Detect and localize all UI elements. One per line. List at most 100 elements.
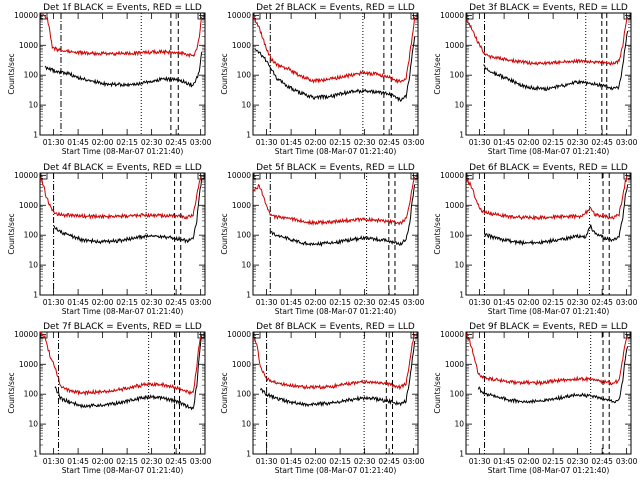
x-tick-label: 01:30 [469, 298, 491, 307]
y-tick-label: 1 [459, 450, 464, 459]
plot-frame [465, 12, 632, 136]
x-tick-label: 02:45 [378, 298, 400, 307]
chart-panel-2: Det 2f BLACK = Events, RED = LLD 1 10 100 10… [220, 3, 425, 156]
x-axis-label: Start Time (08-Mar-07 01:21:40) [62, 307, 184, 316]
events-series-line [477, 346, 629, 405]
events-series-line [484, 184, 629, 246]
x-tick-label: 02:15 [542, 138, 564, 147]
y-tick-label: 10000 [227, 11, 251, 20]
chart-panel-4: Det 4f BLACK = Events, RED = LLD 1 10 100 10… [7, 163, 212, 316]
y-tick-label: 100 [450, 390, 465, 399]
plot-frame [252, 12, 419, 136]
y-tick-label: 1 [459, 291, 464, 300]
chart-panel-7: Det 7f BLACK = Events, RED = LLD 1 10 100 10… [7, 322, 212, 475]
x-axis-label: Start Time (08-Mar-07 01:21:40) [275, 466, 397, 475]
chart-title: Det 9f BLACK = Events, RED = LLD [469, 322, 628, 332]
lld-series-line [39, 331, 203, 397]
x-axis-label: Start Time (08-Mar-07 01:21:40) [62, 147, 184, 156]
x-tick-label: 02:30 [354, 138, 376, 147]
plot-frame [252, 172, 419, 296]
y-tick-label: 10 [28, 101, 38, 110]
chart-panel-3: Det 3f BLACK = Events, RED = LLD 1 10 100 10… [433, 3, 638, 156]
y-tick-label: 10000 [440, 171, 464, 180]
x-tick-label: 03:00 [616, 138, 638, 147]
y-tick-label: 10 [241, 261, 251, 270]
plot-frame [39, 331, 206, 455]
x-tick-label: 03:00 [616, 298, 638, 307]
x-tick-label: 01:45 [280, 138, 302, 147]
x-tick-label: 01:30 [256, 457, 278, 466]
y-tick-label: 1 [33, 450, 38, 459]
x-tick-label: 02:30 [141, 298, 163, 307]
y-tick-label: 100 [450, 71, 465, 80]
x-tick-label: 02:45 [591, 457, 613, 466]
x-tick-label: 02:00 [92, 298, 114, 307]
chart-title: Det 2f BLACK = Events, RED = LLD [256, 3, 415, 13]
x-tick-label: 02:30 [567, 138, 589, 147]
x-tick-label: 02:30 [354, 298, 376, 307]
lld-series-line [465, 175, 629, 221]
x-tick-label: 03:00 [190, 138, 212, 147]
lld-series-line [252, 15, 416, 84]
chart-panel-9: Det 9f BLACK = Events, RED = LLD 1 10 100 10… [433, 322, 638, 475]
plot-frame [465, 331, 632, 455]
x-tick-label: 02:00 [305, 298, 327, 307]
y-tick-label: 10 [241, 420, 251, 429]
x-tick-label: 02:30 [354, 457, 376, 466]
edge-square-marker [623, 172, 631, 180]
x-tick-label: 02:00 [92, 138, 114, 147]
y-tick-label: 100 [450, 231, 465, 240]
chart-title: Det 4f BLACK = Events, RED = LLD [43, 163, 202, 173]
x-tick-label: 02:00 [518, 138, 540, 147]
y-axis-label: Counts/sec [7, 53, 16, 94]
y-tick-label: 10 [28, 420, 38, 429]
y-tick-label: 10 [454, 101, 464, 110]
y-tick-label: 1000 [445, 41, 464, 50]
x-tick-label: 02:00 [518, 298, 540, 307]
y-tick-label: 1 [246, 131, 251, 140]
edge-square-marker [253, 12, 261, 20]
y-tick-label: 1000 [19, 360, 38, 369]
x-tick-label: 01:30 [43, 138, 65, 147]
events-series-line [483, 30, 629, 92]
y-tick-label: 10000 [14, 171, 38, 180]
x-tick-label: 02:15 [116, 138, 138, 147]
chart-panel-5: Det 5f BLACK = Events, RED = LLD 1 10 100 10… [220, 163, 425, 316]
x-axis-label: Start Time (08-Mar-07 01:21:40) [488, 307, 610, 316]
lld-series-line [252, 334, 416, 391]
y-axis-label: Counts/sec [7, 213, 16, 254]
events-series-line [54, 335, 203, 411]
x-tick-label: 02:45 [165, 457, 187, 466]
x-tick-label: 01:45 [67, 138, 89, 147]
x-tick-label: 02:30 [141, 457, 163, 466]
y-axis-label: Counts/sec [220, 53, 229, 94]
x-axis-label: Start Time (08-Mar-07 01:21:40) [275, 147, 397, 156]
y-axis-label: Counts/sec [433, 53, 442, 94]
y-tick-label: 10000 [227, 330, 251, 339]
x-tick-label: 02:15 [329, 457, 351, 466]
x-tick-label: 02:00 [518, 457, 540, 466]
x-tick-label: 02:30 [567, 457, 589, 466]
x-tick-label: 02:15 [329, 138, 351, 147]
x-tick-label: 03:00 [403, 457, 425, 466]
y-tick-label: 1 [33, 291, 38, 300]
y-tick-label: 10 [241, 101, 251, 110]
x-tick-label: 01:45 [493, 138, 515, 147]
y-tick-label: 10000 [14, 330, 38, 339]
x-tick-label: 02:15 [542, 457, 564, 466]
events-series-line [259, 340, 416, 408]
chart-title: Det 6f BLACK = Events, RED = LLD [469, 163, 628, 173]
x-tick-label: 01:45 [280, 298, 302, 307]
x-axis-label: Start Time (08-Mar-07 01:21:40) [62, 466, 184, 475]
chart-title: Det 5f BLACK = Events, RED = LLD [256, 163, 415, 173]
x-tick-label: 03:00 [403, 138, 425, 147]
plot-frame [252, 331, 419, 455]
y-tick-label: 100 [237, 231, 252, 240]
y-tick-label: 100 [24, 231, 39, 240]
edge-square-marker [40, 172, 48, 180]
y-tick-label: 1 [246, 450, 251, 459]
y-tick-label: 1000 [19, 201, 38, 210]
y-tick-label: 10000 [14, 11, 38, 20]
edge-square-marker [466, 172, 474, 180]
